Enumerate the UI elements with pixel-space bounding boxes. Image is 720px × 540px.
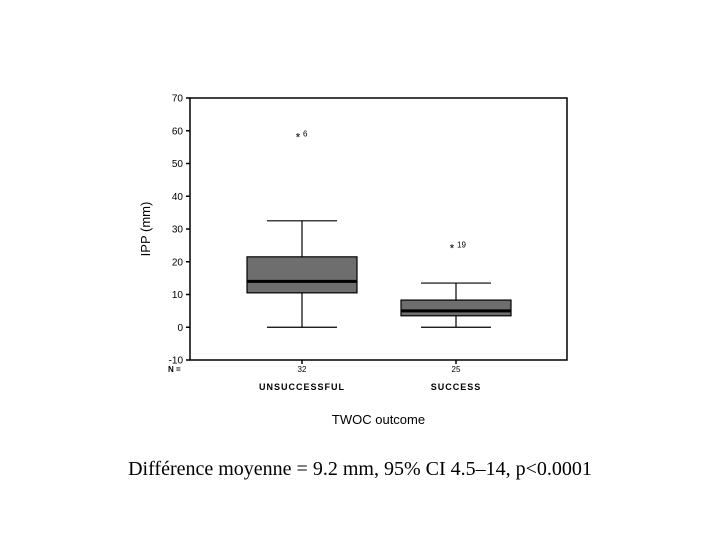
outlier-marker: * <box>450 242 455 256</box>
y-tick-label: 40 <box>172 192 184 203</box>
box-iqr <box>246 256 358 294</box>
y-tick-label: 50 <box>172 159 184 170</box>
n-value: 25 <box>452 365 461 374</box>
n-label: N = <box>168 365 181 374</box>
box-iqr <box>400 299 512 317</box>
y-tick-label: 0 <box>177 323 183 334</box>
y-tick-label: -10 <box>169 356 184 367</box>
y-tick-label: 60 <box>172 126 184 137</box>
category-label: SUCCESS <box>431 382 482 392</box>
n-value: 32 <box>298 365 307 374</box>
y-tick-label: 70 <box>172 94 184 105</box>
outlier-marker: * <box>296 130 301 144</box>
outlier-label: 19 <box>457 241 466 250</box>
plot-frame <box>189 97 568 361</box>
y-tick-label: 10 <box>172 290 184 301</box>
y-tick-label: 30 <box>172 225 184 236</box>
y-tick-label: 20 <box>172 257 184 268</box>
x-axis-label: TWOC outcome <box>332 412 425 427</box>
chart-caption: Différence moyenne = 9.2 mm, 95% CI 4.5–… <box>128 458 592 480</box>
outlier-label: 6 <box>303 129 308 138</box>
y-axis-label: IPP (mm) <box>138 202 153 257</box>
category-label: UNSUCCESSFUL <box>259 382 345 392</box>
